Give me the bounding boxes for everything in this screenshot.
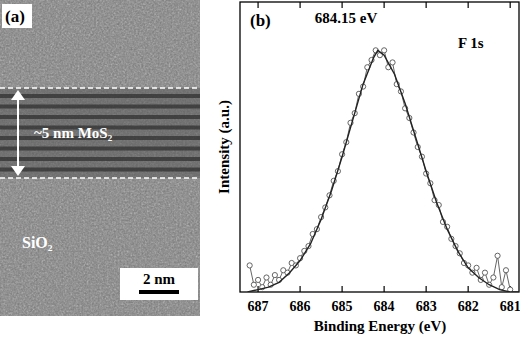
panel-label-box bbox=[2, 4, 32, 28]
data-point bbox=[390, 60, 395, 65]
scale-bar bbox=[139, 290, 179, 294]
thickness-arrow bbox=[17, 96, 19, 170]
fit-curve bbox=[248, 50, 519, 292]
lattice-fringe bbox=[0, 94, 200, 98]
x-axis-label: Binding Energy (eV) bbox=[314, 318, 447, 335]
scale-bar-label: 2 nm bbox=[143, 271, 176, 287]
data-point bbox=[272, 272, 277, 277]
y-axis-label: Intensity (a.u.) bbox=[216, 100, 233, 194]
data-point bbox=[482, 270, 487, 275]
x-tick bbox=[299, 2, 300, 8]
x-tick-label: 687 bbox=[248, 299, 269, 314]
x-tick-label: 686 bbox=[290, 299, 311, 314]
layer-label: ~5 nm MoS₂ bbox=[34, 125, 113, 141]
x-tick bbox=[342, 286, 343, 292]
data-point bbox=[264, 275, 269, 280]
x-tick bbox=[342, 2, 343, 8]
data-point bbox=[503, 268, 508, 273]
tem-image bbox=[0, 0, 200, 316]
x-tick-label: 681 bbox=[500, 299, 520, 314]
lattice-fringe bbox=[0, 147, 200, 151]
lattice-fringe bbox=[0, 168, 200, 172]
chart-title: F 1s bbox=[458, 35, 484, 51]
substrate-label: SiO₂ bbox=[22, 234, 53, 251]
lattice-fringe bbox=[0, 157, 200, 161]
data-point bbox=[382, 48, 387, 53]
lattice-fringe bbox=[0, 105, 200, 109]
arrow-head bbox=[11, 166, 25, 176]
scale-bar-box bbox=[120, 268, 198, 300]
lattice-fringe bbox=[0, 115, 200, 119]
layer-region bbox=[0, 88, 200, 178]
data-point bbox=[495, 253, 500, 258]
panel-label: (a) bbox=[5, 7, 25, 26]
interface-line bbox=[0, 87, 200, 89]
image-noise bbox=[0, 0, 200, 316]
panel-label: (b) bbox=[250, 11, 271, 30]
arrow-head bbox=[11, 90, 25, 100]
x-tick bbox=[510, 2, 511, 8]
x-tick bbox=[468, 286, 469, 292]
data-point bbox=[491, 275, 496, 280]
data-point bbox=[255, 277, 260, 282]
x-tick-label: 684 bbox=[374, 299, 395, 314]
data-point bbox=[474, 265, 479, 270]
x-tick-label: 682 bbox=[458, 299, 479, 314]
figure: ~5 nm MoS₂ SiO₂ (a) 2 nm 687 686 685 684 683 682 6… bbox=[0, 0, 520, 337]
data-point bbox=[247, 263, 252, 268]
x-tick bbox=[384, 286, 385, 292]
data-line bbox=[250, 50, 511, 289]
x-tick bbox=[299, 286, 300, 292]
x-tick bbox=[426, 2, 427, 8]
x-tick-label: 683 bbox=[416, 299, 437, 314]
x-tick bbox=[426, 286, 427, 292]
peak-annotation: 684.15 eV bbox=[315, 10, 378, 26]
data-point bbox=[251, 282, 256, 287]
plot-frame bbox=[240, 2, 519, 292]
interface-line bbox=[0, 177, 200, 179]
x-tick bbox=[384, 2, 385, 8]
plot-area bbox=[247, 48, 519, 292]
image-background bbox=[0, 0, 200, 316]
x-tick-label: 685 bbox=[332, 299, 353, 314]
x-tick bbox=[257, 2, 258, 8]
x-tick bbox=[468, 2, 469, 8]
